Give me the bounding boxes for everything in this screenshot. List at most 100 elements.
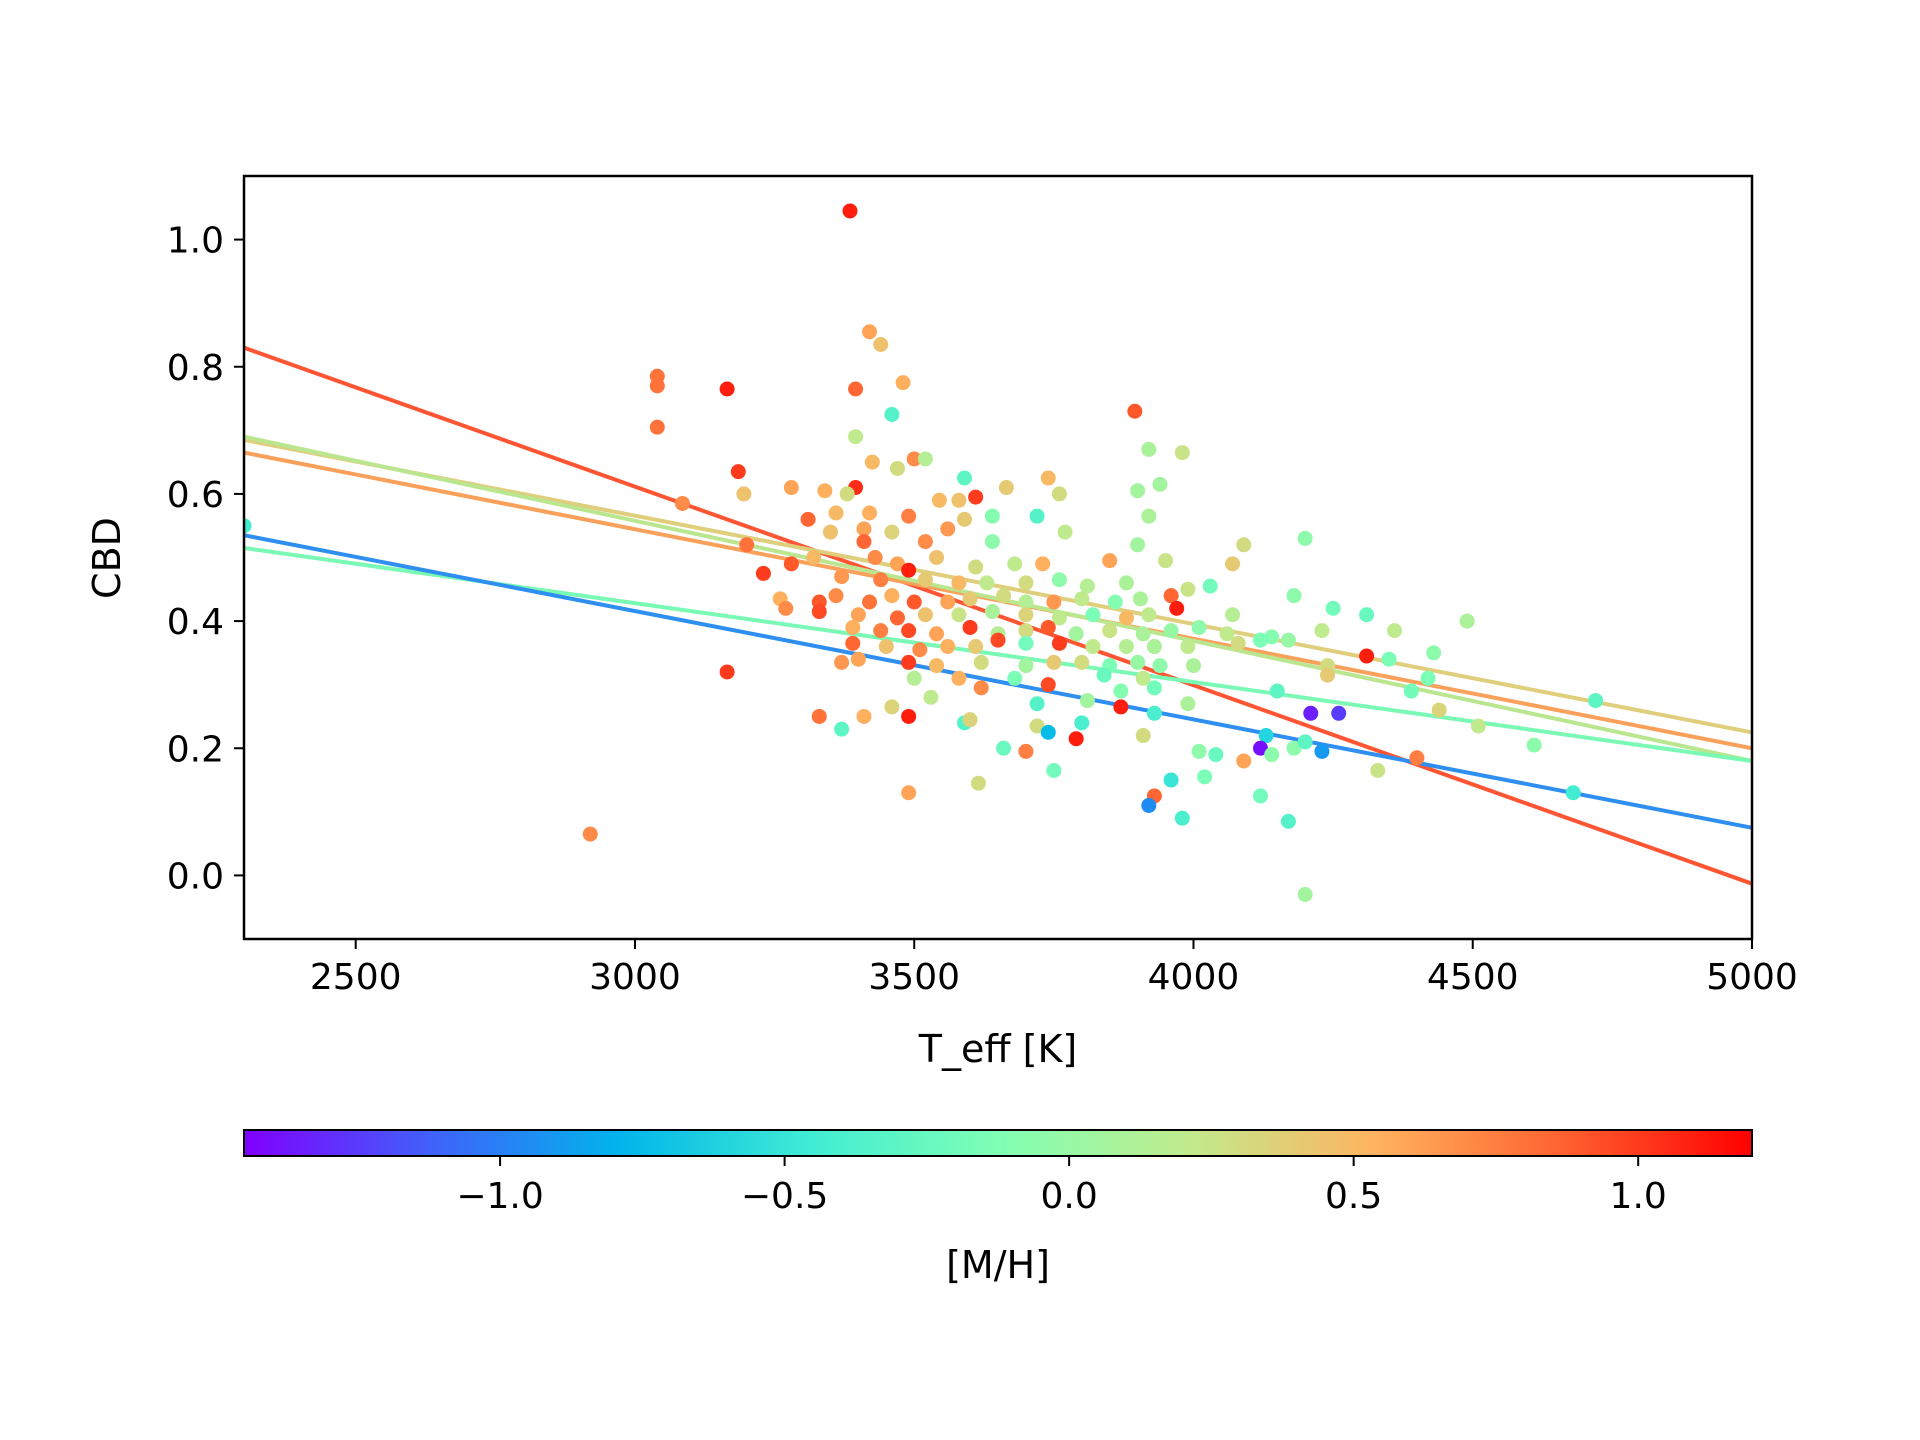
scatter-point	[1180, 581, 1196, 597]
scatter-point	[783, 556, 799, 572]
scatter-point	[864, 454, 880, 470]
scatter-point	[828, 588, 844, 604]
fit-line	[244, 533, 1752, 830]
scatter-point	[1314, 743, 1330, 759]
scatter-point	[1253, 740, 1269, 756]
scatter-point	[1132, 591, 1148, 607]
scatter-point	[1370, 763, 1386, 779]
scatter-point	[901, 785, 917, 801]
colorbar-gradient	[243, 1129, 1753, 1157]
scatter-point	[1191, 619, 1207, 635]
scatter-point	[1158, 553, 1174, 569]
scatter-point	[1113, 683, 1129, 699]
scatter-point	[856, 521, 872, 537]
scatter-point	[1169, 600, 1185, 616]
scatter-point	[1079, 578, 1095, 594]
scatter-point	[968, 639, 984, 655]
scatter-point	[806, 550, 822, 565]
scatter-point	[901, 708, 917, 724]
scatter-point	[917, 572, 933, 588]
x-tick-label: 4000	[1148, 957, 1240, 998]
scatter-point	[1040, 619, 1056, 635]
scatter-point	[1280, 813, 1296, 829]
scatter-point	[984, 534, 1000, 550]
scatter-point	[1180, 639, 1196, 655]
scatter-point	[1225, 607, 1241, 623]
scatter-point	[1258, 728, 1274, 744]
scatter-point	[1007, 556, 1023, 572]
scatter-point	[811, 604, 827, 620]
y-tick-label: 0.6	[167, 475, 224, 516]
scatter-point	[1040, 470, 1056, 486]
scatter-point	[1118, 575, 1134, 591]
scatter-point	[736, 486, 752, 502]
scatter-point	[834, 721, 850, 737]
scatter-point	[1331, 705, 1347, 721]
scatter-point	[1253, 632, 1269, 648]
scatter-point	[1018, 575, 1034, 591]
scatter-point	[730, 464, 746, 480]
y-axis: 0.0 0.2 0.4 0.6 0.8 1.0	[167, 221, 244, 897]
scatter-point	[1286, 588, 1302, 604]
y-tick-label: 0.8	[167, 348, 224, 389]
scatter-point	[783, 480, 799, 496]
fit-lines	[244, 345, 1752, 886]
scatter-point	[962, 619, 978, 635]
scatter-point	[649, 419, 665, 435]
scatter-point	[867, 550, 883, 565]
scatter-point	[990, 632, 1006, 648]
scatter-point	[1387, 623, 1403, 639]
scatter-point	[1236, 753, 1252, 769]
scatter-point	[901, 623, 917, 639]
scatter-point	[1085, 607, 1101, 623]
scatter-point	[839, 486, 855, 502]
scatter-point	[956, 511, 972, 527]
scatter-point	[884, 406, 900, 422]
scatter-point	[1018, 607, 1034, 623]
scatter-point	[984, 604, 1000, 620]
scatter-point	[1219, 626, 1235, 642]
scatter-point	[1297, 734, 1313, 750]
scatter-point	[951, 492, 967, 508]
scatter-point	[1029, 508, 1045, 524]
scatter-point	[1040, 724, 1056, 740]
x-tick-label: 2500	[310, 957, 402, 998]
scatter-point	[970, 775, 986, 791]
scatter-point	[929, 550, 945, 565]
colorbar-tick-label: 0.0	[1040, 1176, 1097, 1217]
scatter-point	[1102, 623, 1118, 639]
scatter-point	[1051, 635, 1067, 651]
scatter-point	[906, 670, 922, 686]
scatter-point	[1118, 610, 1134, 626]
x-tick-label: 5000	[1706, 957, 1798, 998]
scatter-point	[1074, 715, 1090, 731]
scatter-point	[873, 623, 889, 639]
scatter-point	[901, 508, 917, 524]
scatter-point	[1051, 486, 1067, 502]
y-tick-label: 0.4	[167, 602, 224, 643]
scatter-point	[1180, 696, 1196, 712]
scatter-point	[1057, 524, 1073, 540]
scatter-point	[1325, 600, 1341, 616]
x-tick-label: 3500	[868, 957, 960, 998]
scatter-point	[817, 483, 833, 499]
scatter-point	[1197, 769, 1213, 785]
scatter-point	[906, 451, 922, 467]
scatter-point	[956, 470, 972, 486]
scatter-point	[850, 651, 866, 667]
scatter-point	[1381, 651, 1397, 667]
scatter-point	[889, 610, 905, 626]
scatter-point	[1040, 677, 1056, 693]
colorbar: −1.0 −0.5 0.0 0.5 1.0 [M/H]	[243, 1129, 1753, 1287]
scatter-point	[674, 495, 690, 511]
scatter-point	[649, 378, 665, 394]
x-axis-label: T_eff [K]	[918, 1027, 1077, 1071]
colorbar-tick-label: 1.0	[1610, 1176, 1667, 1217]
scatter-point	[842, 203, 858, 219]
scatter-point	[244, 518, 252, 534]
scatter-point	[940, 521, 956, 537]
scatter-point	[1135, 728, 1151, 744]
scatter-point	[901, 654, 917, 670]
scatter-point	[979, 575, 995, 591]
scatter-point	[1046, 763, 1062, 779]
